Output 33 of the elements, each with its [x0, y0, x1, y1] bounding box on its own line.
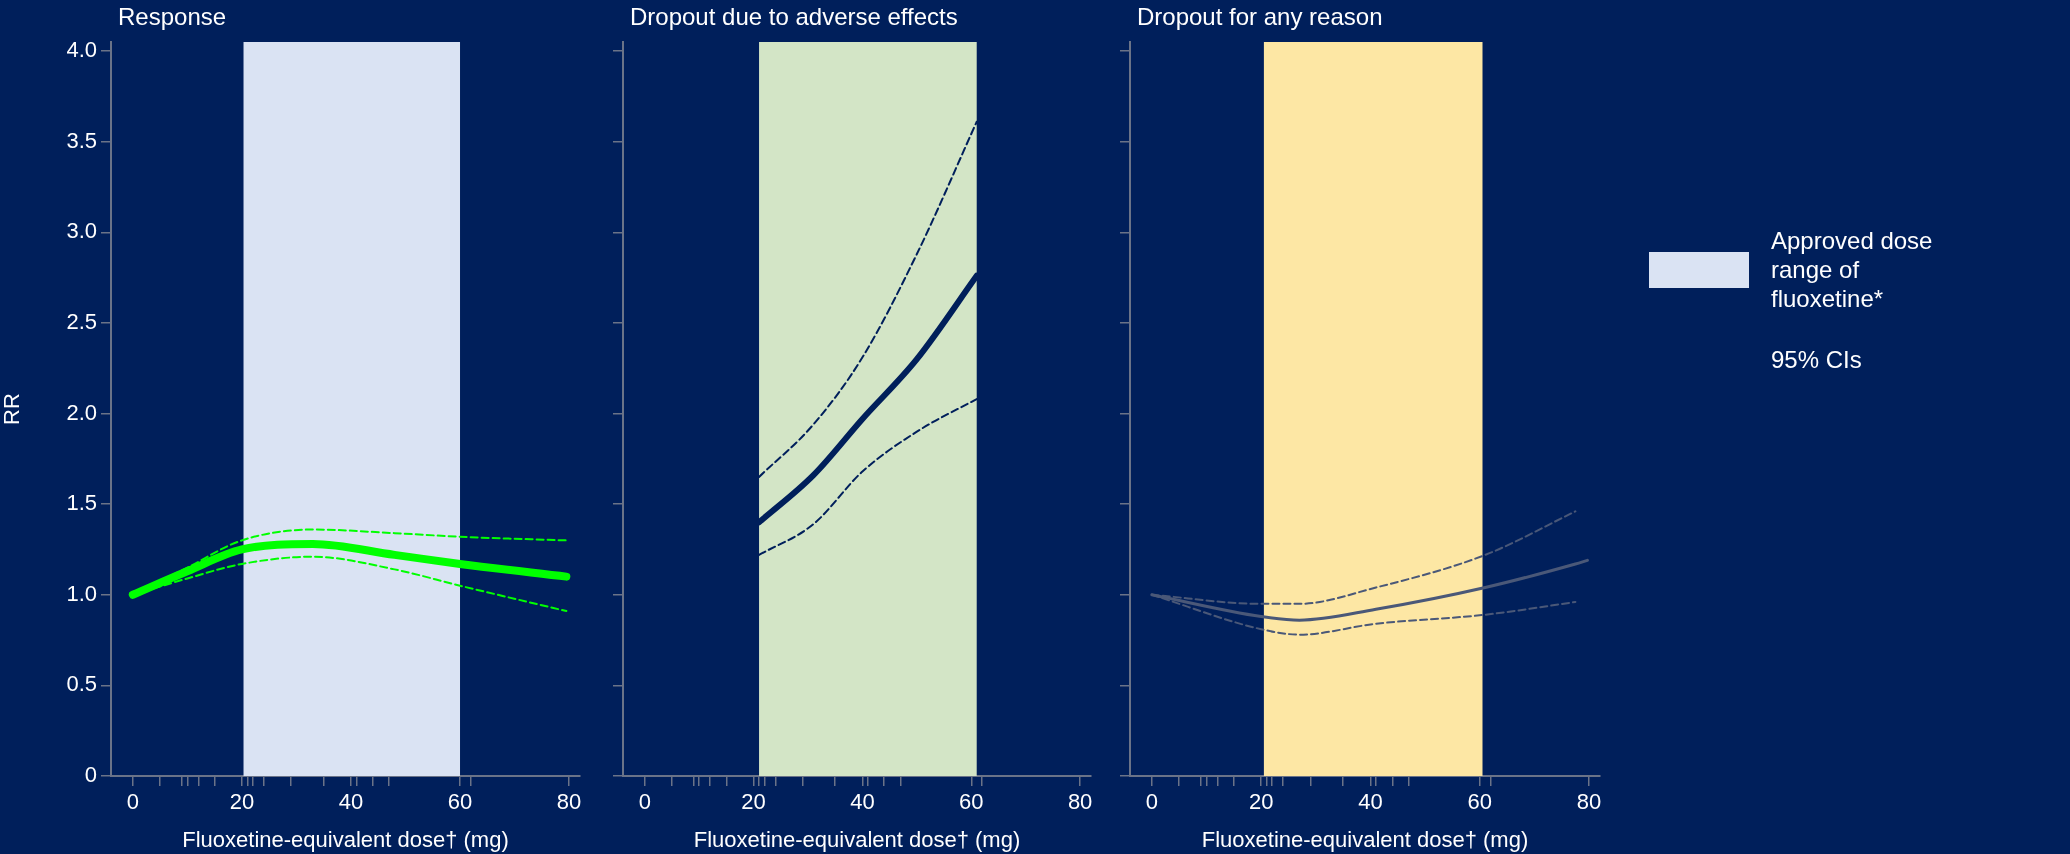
- chart-title: Dropout for any reason: [1137, 2, 1383, 30]
- y-tick-label: 0.5: [66, 671, 97, 697]
- x-tick-label: 80: [1067, 789, 1093, 815]
- text: 95% CIs: [1771, 345, 1863, 374]
- x-tick-label: 40: [1358, 789, 1383, 815]
- chart-title: Response: [118, 2, 227, 30]
- band-label: Approved dose range of fluoxetine*: [1771, 226, 1934, 313]
- x-axis-title: Fluoxetine-equivalent dose† (mg): [693, 826, 1021, 852]
- y-tick-label: 0: [84, 762, 97, 788]
- x-tick-label: 40: [338, 789, 364, 815]
- x-tick-label: 20: [741, 789, 766, 815]
- x-tick-label: 20: [229, 789, 255, 815]
- x-tick-label: 0: [638, 789, 651, 815]
- y-tick-label: 3.5: [66, 127, 97, 153]
- x-tick-label: 0: [1145, 789, 1158, 815]
- x-tick-label: 80: [1576, 789, 1602, 815]
- x-tick-label: 20: [1248, 789, 1274, 815]
- y-tick-label: 4.0: [66, 37, 97, 63]
- chart-title: Dropout due to adverse effects: [630, 2, 958, 30]
- x-tick-label: 60: [959, 789, 984, 815]
- y-axis-title: RR: [0, 393, 25, 425]
- x-tick-label: 0: [126, 789, 139, 815]
- y-tick-label: 1.5: [66, 490, 97, 516]
- y-tick-label: 3.0: [66, 218, 97, 244]
- y-tick-label: 2.5: [66, 308, 97, 334]
- x-axis-title: Fluoxetine-equivalent dose† (mg): [182, 826, 509, 852]
- x-tick-label: 60: [1467, 789, 1493, 815]
- x-axis-title: Fluoxetine-equivalent dose† (mg): [1201, 826, 1529, 852]
- x-tick-label: 80: [556, 789, 582, 815]
- y-tick-label: 1.0: [66, 580, 97, 606]
- y-tick-label: 2.0: [66, 399, 97, 425]
- x-tick-label: 40: [850, 789, 875, 815]
- x-tick-label: 60: [447, 789, 473, 815]
